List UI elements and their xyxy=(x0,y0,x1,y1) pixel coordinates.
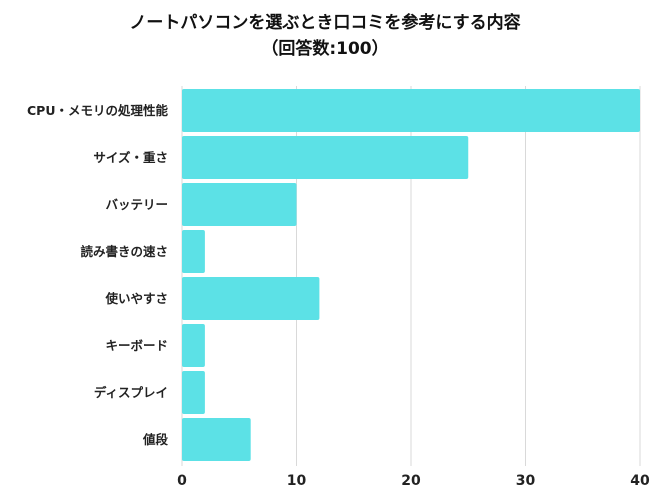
bar-2 xyxy=(182,183,297,226)
bar-4 xyxy=(182,277,320,320)
category-label-4: 使いやすさ xyxy=(104,291,168,306)
category-label-2: バッテリー xyxy=(105,197,168,212)
category-label-6: ディスプレイ xyxy=(94,385,168,400)
bar-6 xyxy=(182,371,205,414)
x-tick-label-2: 20 xyxy=(401,473,421,488)
bar-0 xyxy=(182,89,640,132)
category-label-7: 値段 xyxy=(142,432,169,447)
bar-1 xyxy=(182,136,469,179)
x-axis-ticks: 0 10 20 30 40 xyxy=(177,473,650,488)
chart-subtitle: （回答数:100） xyxy=(261,39,389,59)
category-label-0: CPU・メモリの処理性能 xyxy=(27,103,168,118)
bars xyxy=(182,89,640,461)
category-label-3: 読み書きの速さ xyxy=(80,244,168,259)
x-tick-label-1: 10 xyxy=(287,473,307,488)
bar-3 xyxy=(182,230,205,273)
x-tick-label-3: 30 xyxy=(516,473,536,488)
bar-7 xyxy=(182,418,251,461)
x-tick-label-0: 0 xyxy=(177,473,187,488)
category-label-5: キーボード xyxy=(105,338,168,353)
chart-title: ノートパソコンを選ぶとき口コミを参考にする内容 xyxy=(129,13,521,33)
category-labels: CPU・メモリの処理性能サイズ・重さバッテリー読み書きの速さ使いやすさキーボード… xyxy=(27,103,168,447)
bar-5 xyxy=(182,324,205,367)
x-tick-label-4: 40 xyxy=(630,473,650,488)
category-label-1: サイズ・重さ xyxy=(93,150,168,165)
